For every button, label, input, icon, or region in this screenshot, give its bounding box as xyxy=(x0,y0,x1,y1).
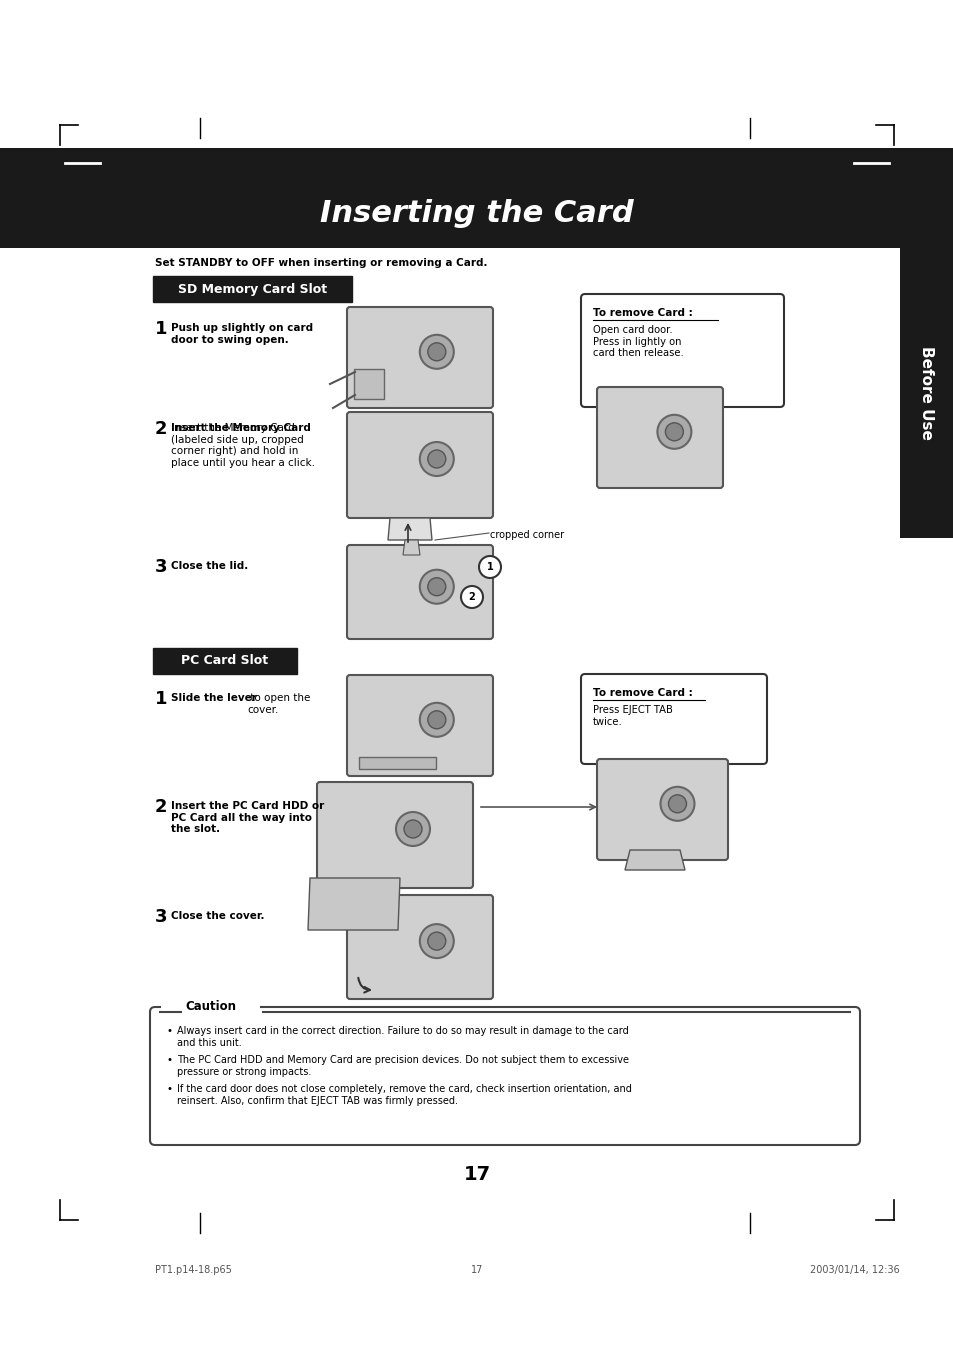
Circle shape xyxy=(460,586,482,608)
Text: The PC Card HDD and Memory Card are precision devices. Do not subject them to ex: The PC Card HDD and Memory Card are prec… xyxy=(177,1055,628,1077)
Polygon shape xyxy=(308,878,399,929)
Text: •: • xyxy=(167,1084,172,1094)
Polygon shape xyxy=(402,540,419,555)
Text: 3: 3 xyxy=(154,908,168,925)
Circle shape xyxy=(427,711,445,728)
Circle shape xyxy=(427,343,445,361)
FancyBboxPatch shape xyxy=(347,544,493,639)
Circle shape xyxy=(478,557,500,578)
Circle shape xyxy=(419,335,454,369)
Polygon shape xyxy=(624,850,684,870)
Text: Inserting the Card: Inserting the Card xyxy=(320,199,633,227)
Text: Insert the PC Card HDD or
PC Card all the way into
the slot.: Insert the PC Card HDD or PC Card all th… xyxy=(171,801,324,834)
Circle shape xyxy=(403,820,421,838)
FancyBboxPatch shape xyxy=(597,386,722,488)
Circle shape xyxy=(427,578,445,596)
FancyBboxPatch shape xyxy=(580,295,783,407)
Text: Insert the Memory Card: Insert the Memory Card xyxy=(171,423,311,434)
Circle shape xyxy=(657,415,691,449)
Text: 17: 17 xyxy=(463,1166,490,1185)
Text: Push up slightly on card
door to swing open.: Push up slightly on card door to swing o… xyxy=(171,323,313,345)
FancyBboxPatch shape xyxy=(358,757,436,769)
FancyBboxPatch shape xyxy=(152,648,296,674)
Text: Set STANDBY to OFF when inserting or removing a Card.: Set STANDBY to OFF when inserting or rem… xyxy=(154,258,487,267)
FancyBboxPatch shape xyxy=(597,759,727,861)
Text: SD Memory Card Slot: SD Memory Card Slot xyxy=(178,282,327,296)
FancyBboxPatch shape xyxy=(152,276,352,303)
Circle shape xyxy=(659,786,694,821)
Text: To remove Card :: To remove Card : xyxy=(593,308,692,317)
Circle shape xyxy=(664,423,682,440)
Text: 17: 17 xyxy=(471,1265,482,1275)
FancyBboxPatch shape xyxy=(580,674,766,765)
Polygon shape xyxy=(388,517,432,540)
Text: 2: 2 xyxy=(154,798,168,816)
Circle shape xyxy=(419,703,454,736)
Text: •: • xyxy=(167,1025,172,1036)
Text: PC Card Slot: PC Card Slot xyxy=(181,654,269,667)
FancyBboxPatch shape xyxy=(150,1006,859,1146)
Text: •: • xyxy=(167,1055,172,1065)
Text: To remove Card :: To remove Card : xyxy=(593,688,692,698)
FancyBboxPatch shape xyxy=(347,894,493,998)
Text: cropped corner: cropped corner xyxy=(490,530,563,540)
Text: Slide the lever: Slide the lever xyxy=(171,693,256,703)
Text: Close the cover.: Close the cover. xyxy=(171,911,264,921)
Circle shape xyxy=(419,442,454,476)
Circle shape xyxy=(395,812,430,846)
Text: PT1.p14-18.p65: PT1.p14-18.p65 xyxy=(154,1265,232,1275)
Circle shape xyxy=(427,932,445,950)
Circle shape xyxy=(668,794,686,813)
Circle shape xyxy=(427,450,445,467)
FancyBboxPatch shape xyxy=(0,149,953,249)
FancyBboxPatch shape xyxy=(316,782,473,888)
Text: Open card door.
Press in lightly on
card then release.: Open card door. Press in lightly on card… xyxy=(593,326,683,358)
Text: Caution: Caution xyxy=(185,1000,235,1012)
Text: If the card door does not close completely, remove the card, check insertion ori: If the card door does not close complete… xyxy=(177,1084,631,1105)
Text: 2: 2 xyxy=(154,420,168,438)
Text: 1: 1 xyxy=(486,562,493,571)
Text: Insert the Memory Card
(labeled side up, cropped
corner right) and hold in
place: Insert the Memory Card (labeled side up,… xyxy=(171,423,314,467)
FancyBboxPatch shape xyxy=(347,676,493,775)
Circle shape xyxy=(419,570,454,604)
FancyBboxPatch shape xyxy=(354,369,384,399)
Text: 1: 1 xyxy=(154,690,168,708)
FancyBboxPatch shape xyxy=(347,307,493,408)
Text: Always insert card in the correct direction. Failure to do so may result in dama: Always insert card in the correct direct… xyxy=(177,1025,628,1047)
Text: 3: 3 xyxy=(154,558,168,576)
Text: to open the
cover.: to open the cover. xyxy=(247,693,310,715)
Text: Press EJECT TAB
twice.: Press EJECT TAB twice. xyxy=(593,705,672,727)
Text: Before Use: Before Use xyxy=(919,346,934,440)
Text: 1: 1 xyxy=(154,320,168,338)
Text: 2003/01/14, 12:36: 2003/01/14, 12:36 xyxy=(809,1265,899,1275)
Text: 2: 2 xyxy=(468,592,475,603)
FancyBboxPatch shape xyxy=(347,412,493,517)
FancyBboxPatch shape xyxy=(899,249,953,538)
Circle shape xyxy=(419,924,454,958)
Text: Close the lid.: Close the lid. xyxy=(171,561,248,571)
